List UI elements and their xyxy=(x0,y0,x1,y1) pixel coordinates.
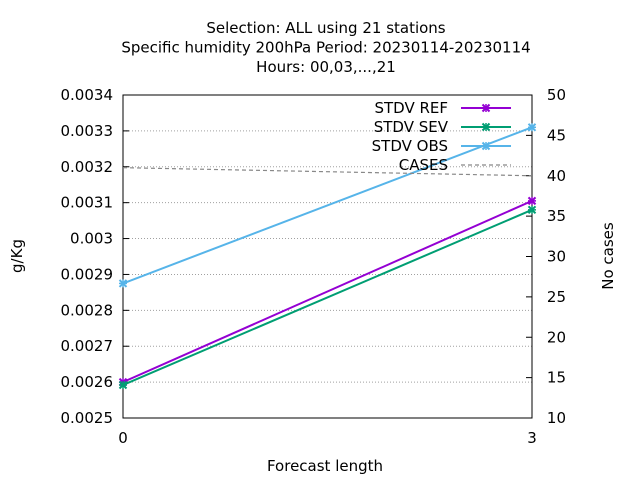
y2-tick-label: 25 xyxy=(547,288,566,306)
y-tick-label: 0.0033 xyxy=(61,122,114,140)
legend-label: STDV REF xyxy=(374,99,448,117)
title-line: Selection: ALL using 21 stations xyxy=(206,19,445,37)
y-tick-label: 0.0032 xyxy=(61,158,114,176)
series-line-cases xyxy=(122,167,533,177)
series xyxy=(118,123,537,390)
y2-tick-label: 10 xyxy=(547,409,566,427)
legend-label: STDV OBS xyxy=(372,137,448,155)
y2-tick-label: 50 xyxy=(547,86,566,104)
series-line-stdv-ref xyxy=(122,199,533,384)
data-point-stdv-sev xyxy=(527,205,537,215)
y-tick-label: 0.0027 xyxy=(61,337,114,355)
y2-tick-label: 30 xyxy=(547,248,566,266)
y2-tick-label: 45 xyxy=(547,126,566,144)
y2-tick-label: 40 xyxy=(547,167,566,185)
data-point-stdv-ref xyxy=(527,196,537,206)
y-axis-label: g/Kg xyxy=(8,239,26,273)
series-line-stdv-obs xyxy=(122,126,533,285)
x-axis-label: Forecast length xyxy=(267,457,383,475)
y2-tick-label: 20 xyxy=(547,328,566,346)
data-point-stdv-obs xyxy=(118,279,128,288)
chart-title: Selection: ALL using 21 stations Specific… xyxy=(121,19,530,76)
series-line-stdv-sev xyxy=(122,208,533,386)
y-tick-label: 0.0031 xyxy=(61,194,114,212)
y-axis: 0.0025 0.0026 0.0027 0.0028 0.0029 0.003 0.003… xyxy=(61,86,129,427)
legend-marker-stdv-ref xyxy=(481,103,491,113)
legend-label: CASES xyxy=(399,156,448,174)
title-line: Hours: 00,03,...,21 xyxy=(256,58,396,76)
legend-marker-stdv-sev xyxy=(481,122,491,132)
data-point-stdv-sev xyxy=(118,380,128,390)
y2-tick-label: 35 xyxy=(547,207,566,225)
y-tick-label: 0.0025 xyxy=(61,409,114,427)
grid xyxy=(123,130,532,383)
y-tick-label: 0.0028 xyxy=(61,301,114,319)
plot-area xyxy=(122,94,533,419)
y-tick-label: 0.0026 xyxy=(61,373,114,391)
legend-label: STDV SEV xyxy=(374,118,449,136)
x-tick-label: 3 xyxy=(527,429,537,447)
y2-axis-label: No cases xyxy=(599,222,617,290)
legend-marker-stdv-obs xyxy=(481,141,491,151)
y-tick-label: 0.003 xyxy=(70,230,113,248)
y2-tick-label: 15 xyxy=(547,369,566,387)
x-tick-label: 0 xyxy=(118,429,128,447)
y-tick-label: 0.0034 xyxy=(61,86,114,104)
data-point-stdv-obs xyxy=(527,123,537,132)
title-line: Specific humidity 200hPa Period: 2023011… xyxy=(121,39,530,57)
y2-axis: 10 15 20 25 30 35 40 45 50 xyxy=(526,86,566,427)
y-tick-label: 0.0029 xyxy=(61,265,114,283)
